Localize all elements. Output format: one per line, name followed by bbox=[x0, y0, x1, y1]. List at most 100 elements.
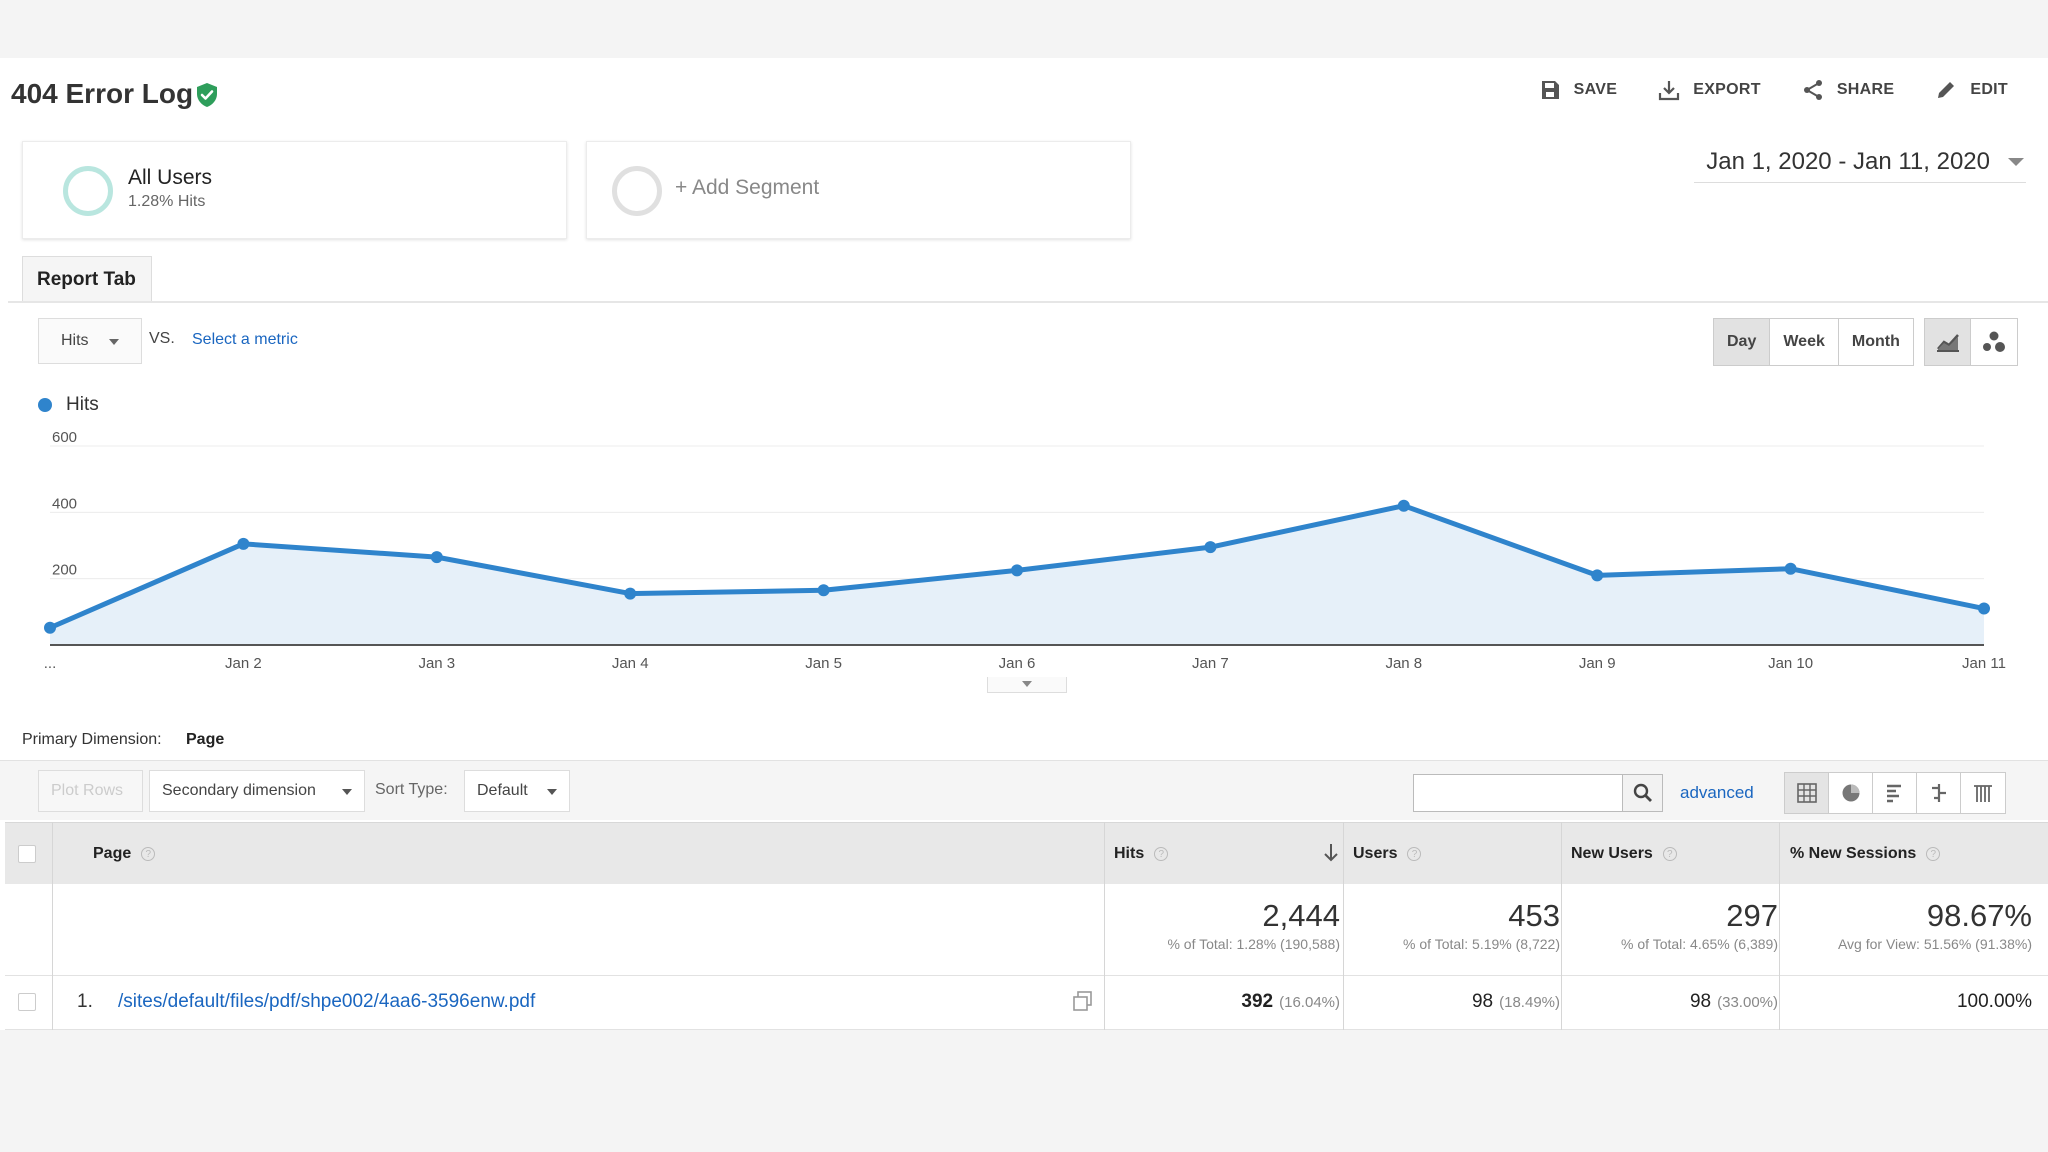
save-icon bbox=[1541, 81, 1559, 99]
save-button[interactable]: SAVE bbox=[1538, 78, 1618, 102]
report-actions: SAVE EXPORT SHARE EDIT bbox=[1538, 78, 2048, 102]
pie-chart-icon bbox=[1842, 784, 1859, 802]
table-view-toggle bbox=[1784, 772, 2006, 814]
total-hits: 2,444 % of Total: 1.28% (190,588) bbox=[1167, 898, 1340, 952]
column-header-new-sessions[interactable]: % New Sessions ? bbox=[1790, 845, 1941, 863]
help-icon[interactable]: ? bbox=[1407, 847, 1422, 861]
tab-report[interactable]: Report Tab bbox=[22, 256, 152, 302]
sort-descending-icon[interactable] bbox=[1323, 843, 1339, 863]
row-number: 1. bbox=[77, 991, 93, 1012]
chevron-down-icon bbox=[1022, 681, 1032, 687]
primary-dimension-page[interactable]: Page bbox=[186, 731, 225, 748]
data-point bbox=[1011, 564, 1023, 577]
verified-shield-icon bbox=[197, 83, 217, 107]
chart-type-toggle bbox=[1924, 318, 2018, 366]
data-point bbox=[624, 587, 637, 600]
search-button[interactable] bbox=[1623, 774, 1663, 812]
x-tick-label: Jan 8 bbox=[1385, 655, 1422, 672]
comparison-view-button[interactable] bbox=[1917, 773, 1961, 813]
row-users: 98 (18.49%) bbox=[1472, 991, 1560, 1013]
help-icon[interactable]: ? bbox=[141, 847, 156, 861]
row-hits-pct: (16.04%) bbox=[1279, 994, 1340, 1011]
table-row: 1. /sites/default/files/pdf/shpe002/4aa6… bbox=[5, 976, 2048, 1030]
share-button[interactable]: SHARE bbox=[1801, 78, 1895, 102]
export-button[interactable]: EXPORT bbox=[1657, 78, 1761, 102]
motion-chart-button[interactable] bbox=[1971, 319, 2017, 365]
row-page-link[interactable]: /sites/default/files/pdf/shpe002/4aa6-35… bbox=[118, 991, 536, 1012]
total-hits-share: % of Total: 1.28% (190,588) bbox=[1167, 936, 1340, 952]
advanced-filter-link[interactable]: advanced bbox=[1680, 783, 1754, 802]
comparison-icon bbox=[1931, 784, 1946, 802]
column-label: Page bbox=[93, 845, 132, 862]
share-icon bbox=[1803, 80, 1822, 100]
line-chart-button[interactable] bbox=[1925, 319, 1971, 365]
metric-dropdown[interactable]: Hits bbox=[38, 318, 142, 364]
secondary-dimension-dropdown[interactable]: Secondary dimension bbox=[149, 770, 365, 812]
metric-dropdown-label: Hits bbox=[61, 332, 89, 349]
y-tick-label: 400 bbox=[52, 495, 77, 512]
chevron-down-icon bbox=[109, 339, 119, 345]
segment-ring-icon bbox=[612, 166, 662, 216]
help-icon[interactable]: ? bbox=[1154, 847, 1169, 861]
column-header-hits[interactable]: Hits ? bbox=[1114, 845, 1169, 863]
column-divider bbox=[1779, 822, 1780, 1030]
column-header-new-users[interactable]: New Users ? bbox=[1571, 845, 1677, 863]
add-segment-button[interactable]: + Add Segment bbox=[586, 141, 1131, 239]
column-header-page[interactable]: Page ? bbox=[93, 845, 156, 863]
sort-type-label: Sort Type: bbox=[375, 781, 448, 798]
table-header: Page ? Hits ? Users ? New Users ? % New … bbox=[5, 822, 2048, 884]
hits-line-chart: 200 400 600... Jan 2 Jan 3 Jan 4 Jan 5 Jan 6 Jan… bbox=[44, 430, 2006, 672]
row-new-users-pct: (33.00%) bbox=[1717, 994, 1778, 1011]
total-new-users-value: 297 bbox=[1726, 898, 1778, 933]
open-link-icon[interactable] bbox=[1072, 990, 1094, 1012]
total-users-value: 453 bbox=[1508, 898, 1560, 933]
data-point bbox=[1591, 569, 1604, 582]
row-checkbox[interactable] bbox=[18, 993, 36, 1011]
vs-label: VS. bbox=[149, 330, 175, 347]
grid-icon bbox=[1796, 783, 1817, 803]
x-tick-label: Jan 2 bbox=[225, 655, 262, 672]
row-new-users: 98 (33.00%) bbox=[1690, 991, 1778, 1013]
total-new-users: 297 % of Total: 4.65% (6,389) bbox=[1621, 898, 1778, 952]
total-new-sessions-avg: Avg for View: 51.56% (91.38%) bbox=[1837, 936, 2032, 952]
help-icon[interactable]: ? bbox=[1662, 847, 1677, 861]
x-tick-label: Jan 6 bbox=[999, 655, 1036, 672]
line-chart-icon bbox=[1936, 334, 1959, 352]
pencil-icon bbox=[1938, 82, 1955, 98]
data-point bbox=[430, 551, 443, 564]
performance-view-button[interactable] bbox=[1873, 773, 1917, 813]
table-totals-row: 2,444 % of Total: 1.28% (190,588) 453 % … bbox=[5, 884, 2048, 976]
save-label: SAVE bbox=[1573, 81, 1618, 98]
select-all-checkbox[interactable] bbox=[18, 845, 36, 863]
period-month-button[interactable]: Month bbox=[1838, 319, 1913, 365]
plot-rows-button[interactable]: Plot Rows bbox=[38, 770, 143, 812]
segment-all-users[interactable]: All Users 1.28% Hits bbox=[22, 141, 567, 239]
data-table-view-button[interactable] bbox=[1785, 773, 1829, 813]
pivot-icon bbox=[1974, 785, 1992, 802]
collapse-chart-handle[interactable] bbox=[987, 677, 1067, 693]
period-toggle: Day Week Month bbox=[1713, 318, 1914, 366]
period-week-button[interactable]: Week bbox=[1770, 319, 1839, 365]
date-range-picker[interactable]: Jan 1, 2020 - Jan 11, 2020 bbox=[1706, 148, 2024, 176]
data-point bbox=[817, 584, 830, 597]
sort-type-dropdown[interactable]: Default bbox=[464, 770, 570, 812]
pivot-view-button[interactable] bbox=[1961, 773, 2005, 813]
x-tick-label: ... bbox=[44, 655, 57, 672]
table-search-input[interactable] bbox=[1413, 774, 1623, 812]
percentage-view-button[interactable] bbox=[1829, 773, 1873, 813]
x-tick-label: Jan 10 bbox=[1768, 655, 1813, 672]
add-segment-label: + Add Segment bbox=[675, 176, 820, 199]
row-hits: 392 (16.04%) bbox=[1241, 991, 1340, 1013]
chevron-down-icon bbox=[342, 789, 352, 795]
select-metric-link[interactable]: Select a metric bbox=[192, 331, 298, 348]
total-users-share: % of Total: 5.19% (8,722) bbox=[1403, 936, 1560, 952]
column-divider bbox=[1104, 822, 1105, 1030]
period-day-button[interactable]: Day bbox=[1714, 319, 1771, 365]
column-label: % New Sessions bbox=[1790, 845, 1917, 862]
help-icon[interactable]: ? bbox=[1926, 847, 1941, 861]
total-new-sessions-value: 98.67% bbox=[1926, 898, 2032, 933]
search-icon bbox=[1633, 783, 1652, 802]
column-divider bbox=[52, 822, 53, 1030]
edit-button[interactable]: EDIT bbox=[1934, 78, 2008, 102]
column-header-users[interactable]: Users ? bbox=[1353, 845, 1422, 863]
